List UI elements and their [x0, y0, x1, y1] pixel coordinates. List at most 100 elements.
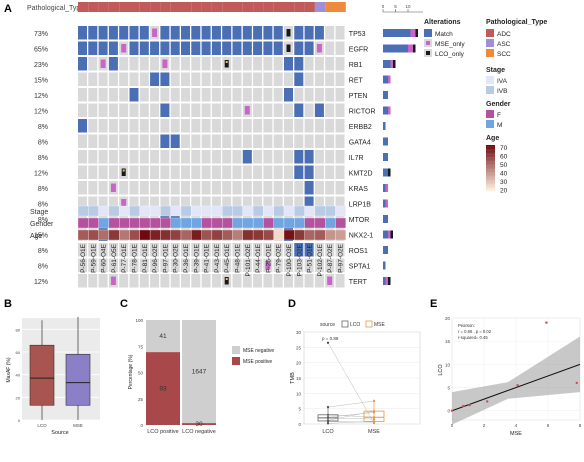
- gender-cell: [263, 217, 274, 229]
- panel-letter-e: E: [430, 298, 437, 310]
- mutation-cell: [335, 165, 345, 179]
- gender-cell: [304, 217, 316, 229]
- legend-swatch: [424, 29, 432, 37]
- match-mark: [78, 41, 87, 55]
- gender-cell: [335, 217, 346, 229]
- age-gradient-step: [486, 148, 495, 150]
- mutation-cell: [98, 103, 108, 117]
- x-tick-label: 0: [451, 423, 454, 428]
- gene-percent: 12%: [34, 279, 48, 286]
- mutation-cell: [314, 274, 324, 288]
- mutation-cell: [191, 196, 201, 210]
- age-cell: [211, 229, 223, 241]
- mse-only-mark: [100, 59, 106, 68]
- bar-value-label: 93: [159, 386, 167, 393]
- match-mark: [242, 150, 252, 164]
- mutation-cell: [314, 165, 324, 179]
- mutation-cell: [150, 181, 160, 195]
- mutation-cell: [108, 243, 118, 257]
- mutation-cell: [284, 274, 293, 288]
- legend-swatch: [232, 346, 240, 354]
- scatter-point: [486, 400, 489, 403]
- age-gradient-step: [486, 155, 495, 157]
- match-mark: [294, 150, 304, 164]
- sample-label: P-41-O1E: [204, 243, 211, 273]
- match-mark: [129, 26, 139, 40]
- match-mark: [98, 41, 108, 55]
- stage-cell: [252, 205, 264, 217]
- age-cell: [283, 229, 295, 241]
- y-tick-label: 0: [140, 423, 143, 428]
- mutation-cell: [108, 150, 118, 164]
- pathtype-cell: [78, 2, 89, 12]
- mutation-cell: [211, 57, 221, 71]
- gender-cell: [201, 217, 213, 229]
- match-mark: [314, 103, 324, 117]
- stage-cell: [88, 205, 99, 217]
- mutation-cell: [119, 57, 129, 71]
- match-mark: [170, 41, 180, 55]
- gene-percent: 8%: [38, 217, 48, 224]
- mutation-cell: [335, 274, 345, 288]
- mutation-cell: [222, 243, 232, 257]
- sample-label: P-43-O1E: [214, 243, 221, 273]
- mutation-cell: [314, 181, 324, 195]
- mutation-cell: [304, 134, 314, 148]
- gene-percent: 8%: [38, 202, 48, 209]
- stage-cell: [129, 205, 140, 217]
- mutation-cell: [88, 134, 98, 148]
- gene-label: IL7R: [349, 155, 364, 162]
- age-cell: [108, 229, 120, 241]
- mutation-cell: [232, 196, 242, 210]
- pathtype-cell: [129, 2, 140, 12]
- age-cell: [149, 229, 161, 241]
- gene-label: PTEN: [349, 93, 368, 100]
- mutation-cell: [273, 150, 283, 164]
- mutation-cell: [294, 258, 304, 272]
- mutation-cell: [335, 258, 345, 272]
- mutation-cell: [211, 196, 221, 210]
- x-tick-label: 8: [579, 423, 582, 428]
- x-tick-label: LCO positive: [147, 429, 179, 435]
- age-cell: [170, 229, 182, 241]
- mutation-cell: [294, 119, 304, 133]
- gene-percent: 8%: [38, 186, 48, 193]
- box-body: [65, 353, 91, 406]
- pathtype-cell: [335, 2, 346, 12]
- mutation-cell: [325, 258, 335, 272]
- sample-label: P-36-O1E: [183, 243, 190, 273]
- gender-cell: [149, 217, 161, 229]
- gene-bar-match: [383, 75, 388, 84]
- mutation-cell: [88, 72, 98, 86]
- pathtype-cell: [139, 2, 151, 12]
- mutation-cell: [314, 243, 324, 257]
- mutation-cell: [304, 103, 314, 117]
- mutation-cell: [139, 72, 149, 86]
- mutation-cell: [242, 119, 252, 133]
- mutation-cell: [191, 243, 201, 257]
- mutation-cell: [263, 196, 273, 210]
- x-tick-label: LCO: [37, 423, 47, 428]
- mutation-cell: [88, 243, 98, 257]
- match-mark: [294, 26, 304, 40]
- mutation-cell: [253, 243, 263, 257]
- gene-label: RICTOR: [349, 109, 376, 116]
- legend-item: Match: [435, 31, 453, 38]
- match-mark: [181, 41, 190, 55]
- stat-label: p = 0.89: [322, 336, 339, 341]
- mutation-cell: [160, 274, 170, 288]
- gene-label: ROS1: [349, 248, 368, 255]
- mutation-cell: [119, 88, 129, 102]
- mutation-cell: [181, 258, 190, 272]
- mutation-cell: [181, 72, 190, 86]
- stage-cell: [98, 205, 110, 217]
- mutation-cell: [314, 258, 324, 272]
- gender-cell: [232, 217, 243, 229]
- match-mark: [294, 165, 304, 179]
- gender-cell: [211, 217, 223, 229]
- mutation-cell: [242, 88, 252, 102]
- mutation-cell: [98, 88, 108, 102]
- gene-percent: 8%: [38, 140, 48, 147]
- x-tick-label: 4: [515, 423, 518, 428]
- legend-item: MSE_only: [435, 41, 465, 48]
